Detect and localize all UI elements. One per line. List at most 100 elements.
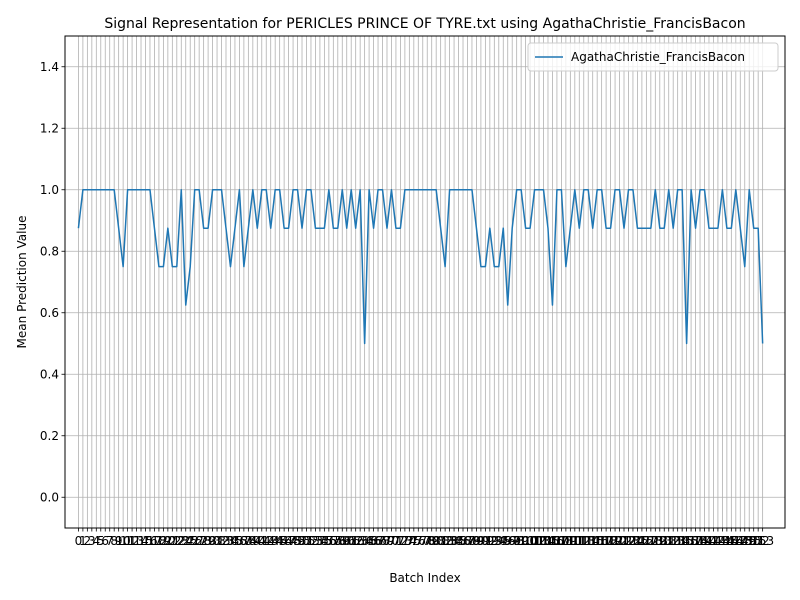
data-point <box>382 189 383 190</box>
x-tick-label: 95 <box>496 534 511 548</box>
data-point <box>234 228 235 229</box>
x-tick-label: 107 <box>545 534 568 548</box>
y-tick-label: 1.0 <box>40 183 59 197</box>
data-point <box>570 228 571 229</box>
data-point <box>503 228 504 229</box>
x-tick-label: 75 <box>406 534 421 548</box>
x-tick-label: 85 <box>451 534 466 548</box>
data-point <box>91 189 92 190</box>
x-tick-label: 18 <box>151 534 166 548</box>
data-point <box>552 304 553 305</box>
x-tick-label: 100 <box>514 534 537 548</box>
data-point <box>261 189 262 190</box>
x-tick-label: 87 <box>460 534 475 548</box>
data-point <box>436 189 437 190</box>
x-tick-label: 137 <box>680 534 703 548</box>
data-point <box>610 228 611 229</box>
data-point <box>346 228 347 229</box>
x-tick-label: 138 <box>684 534 707 548</box>
data-point <box>731 228 732 229</box>
x-tick-label: 99 <box>514 534 529 548</box>
x-tick-label: 68 <box>375 534 390 548</box>
x-tick-label: 46 <box>276 534 291 548</box>
data-point <box>418 189 419 190</box>
data-point <box>333 228 334 229</box>
data-point <box>203 228 204 229</box>
x-tick-label: 0 <box>75 534 83 548</box>
data-point <box>606 228 607 229</box>
data-point <box>753 228 754 229</box>
y-tick-label: 0.2 <box>40 429 59 443</box>
data-point <box>735 189 736 190</box>
x-tick-label: 48 <box>285 534 300 548</box>
x-tick-label: 77 <box>415 534 430 548</box>
x-tick-label: 124 <box>621 534 644 548</box>
x-tick-label: 72 <box>393 534 408 548</box>
data-point <box>292 189 293 190</box>
x-tick-label: 66 <box>366 534 381 548</box>
x-tick-label: 8 <box>110 534 118 548</box>
x-tick-label: 45 <box>272 534 287 548</box>
x-tick-label: 20 <box>160 534 175 548</box>
data-point <box>453 189 454 190</box>
x-tick-label: 47 <box>281 534 296 548</box>
x-tick-label: 13 <box>129 534 144 548</box>
x-tick-label: 126 <box>630 534 653 548</box>
data-point <box>131 189 132 190</box>
data-point <box>529 228 530 229</box>
y-tick-label: 0.8 <box>40 244 59 258</box>
x-tick-label: 64 <box>357 534 372 548</box>
data-point <box>583 189 584 190</box>
data-point <box>190 266 191 267</box>
data-point <box>96 189 97 190</box>
x-tick-label: 67 <box>370 534 385 548</box>
data-point <box>547 228 548 229</box>
x-tick-label: 10 <box>115 534 130 548</box>
data-point <box>351 189 352 190</box>
x-tick-label: 109 <box>554 534 577 548</box>
data-point <box>704 189 705 190</box>
data-point <box>597 189 598 190</box>
x-tick-label: 125 <box>626 534 649 548</box>
data-point <box>682 189 683 190</box>
data-point <box>632 189 633 190</box>
x-tick-label: 105 <box>537 534 560 548</box>
chart-title: Signal Representation for PERICLES PRINC… <box>104 16 745 32</box>
data-point <box>480 266 481 267</box>
data-point <box>105 189 106 190</box>
x-tick-label: 65 <box>361 534 376 548</box>
data-point <box>216 189 217 190</box>
x-tick-label: 37 <box>236 534 251 548</box>
data-point <box>243 266 244 267</box>
x-tick-label: 17 <box>147 534 162 548</box>
data-point <box>677 189 678 190</box>
data-point <box>762 343 763 344</box>
x-tick-label: 82 <box>437 534 452 548</box>
data-point <box>494 266 495 267</box>
data-point <box>342 189 343 190</box>
x-tick-label: 9 <box>115 534 123 548</box>
axes: 0.00.20.40.60.81.01.21.40123456789101112… <box>40 60 774 548</box>
data-point <box>400 228 401 229</box>
data-point <box>127 189 128 190</box>
data-point <box>534 189 535 190</box>
data-point <box>355 228 356 229</box>
data-point <box>118 228 119 229</box>
data-point <box>78 228 79 229</box>
x-tick-label: 121 <box>608 534 631 548</box>
data-point <box>462 189 463 190</box>
x-tick-label: 129 <box>644 534 667 548</box>
x-tick-label: 131 <box>653 534 676 548</box>
y-tick-label: 0.4 <box>40 367 59 381</box>
x-axis-label: Batch Index <box>389 571 460 585</box>
data-point <box>100 189 101 190</box>
data-point <box>230 266 231 267</box>
data-point <box>713 228 714 229</box>
data-point <box>364 343 365 344</box>
data-point <box>87 189 88 190</box>
data-point <box>614 189 615 190</box>
data-point <box>114 189 115 190</box>
data-point <box>498 266 499 267</box>
data-point <box>445 266 446 267</box>
data-point <box>449 189 450 190</box>
